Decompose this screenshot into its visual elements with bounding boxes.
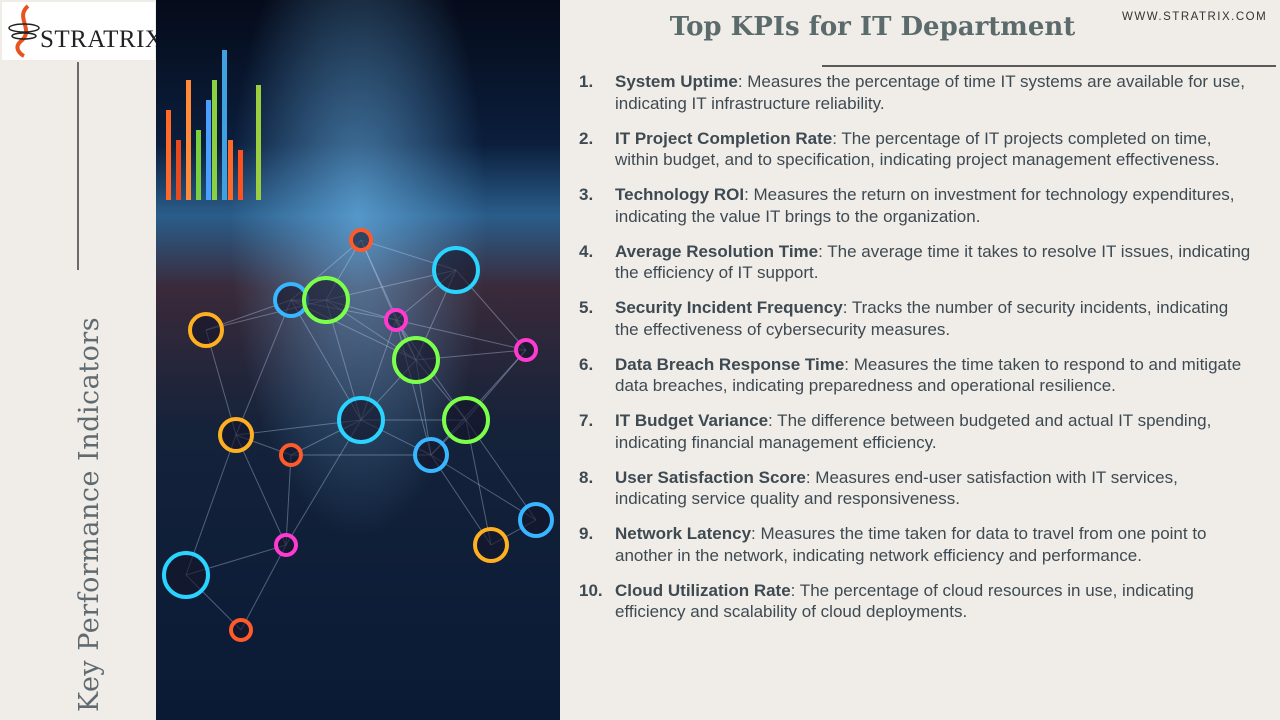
skyline-bar (256, 85, 261, 200)
kpi-item: 7. IT Budget Variance: The difference bet… (579, 410, 1254, 453)
kpi-term: IT Budget Variance (615, 411, 769, 430)
kpi-description: : Measures the percentage of time IT sys… (615, 72, 1245, 113)
network-node (349, 228, 373, 252)
network-node (302, 276, 350, 324)
network-node (162, 551, 210, 599)
logo-swirl-icon (8, 4, 40, 58)
kpi-text: User Satisfaction Score: Measures end-us… (615, 467, 1254, 510)
kpi-number: 6. (579, 354, 594, 374)
kpi-term: User Satisfaction Score (615, 467, 806, 487)
kpi-item: 5. Security Incident Frequency: Tracks th… (579, 297, 1254, 340)
skyline-bar (222, 50, 227, 200)
kpi-text: Technology ROI: Measures the return on i… (615, 184, 1254, 227)
network-graphic (162, 50, 554, 642)
skyline-bar (206, 100, 211, 200)
network-link (360, 239, 397, 321)
network-link (285, 454, 292, 546)
network-node (188, 312, 224, 348)
kpi-term: Security Incident Frequency (615, 298, 843, 317)
skyline-bar (176, 140, 181, 200)
kpi-item: 3. Technology ROI: Measures the return on… (579, 184, 1254, 227)
network-link (240, 544, 287, 631)
skyline-bar (196, 130, 201, 200)
network-node (432, 246, 480, 294)
kpi-description: : Measures the return on investment for … (615, 185, 1235, 226)
kpi-term: System Uptime (615, 72, 738, 91)
kpi-item: 4. Average Resolution Time: The average t… (579, 241, 1254, 284)
skyline-bar (166, 110, 171, 200)
network-node (337, 396, 385, 444)
kpi-term: Technology ROI (615, 185, 745, 204)
network-link (430, 454, 537, 521)
kpi-number: 2. (579, 128, 594, 148)
kpi-number: 10. (579, 580, 603, 600)
kpi-text: IT Budget Variance: The difference betwe… (615, 410, 1254, 453)
network-node (413, 437, 449, 473)
network-node (384, 308, 408, 332)
network-link (205, 329, 237, 436)
network-link (395, 319, 527, 351)
website-url[interactable]: WWW.STRATRIX.COM (1122, 11, 1268, 23)
kpi-item: 6. Data Breach Response Time: Measures th… (579, 354, 1254, 397)
kpi-text: Security Incident Frequency: Tracks the … (615, 297, 1254, 340)
kpi-item: 9. Network Latency: Measures the time tak… (579, 523, 1254, 566)
network-illustration (156, 0, 560, 720)
kpi-list: 1. System Uptime: Measures the percentage… (579, 71, 1254, 636)
kpi-number: 8. (579, 467, 594, 487)
network-node (442, 396, 490, 444)
kpi-description: : Measures the time taken for data to tr… (615, 524, 1207, 565)
network-node (473, 527, 509, 563)
kpi-text: IT Project Completion Rate: The percenta… (615, 128, 1254, 171)
kpi-item: 2. IT Project Completion Rate: The percen… (579, 128, 1254, 171)
kpi-item: 8. User Satisfaction Score: Measures end-… (579, 467, 1254, 510)
kpi-term: Cloud Utilization Rate (615, 580, 791, 600)
kpi-description: : The percentage of IT projects complete… (615, 128, 1220, 170)
logo-text: STRATRIX (40, 26, 164, 53)
kpi-number: 1. (579, 72, 594, 91)
kpi-description: : The percentage of cloud resources in u… (615, 580, 1194, 622)
network-link (185, 434, 237, 576)
kpi-number: 3. (579, 185, 594, 204)
kpi-text: Network Latency: Measures the time taken… (615, 523, 1254, 566)
kpi-description: : Measures end-user satisfaction with IT… (615, 467, 1178, 509)
sidebar-title: Key Performance Indicators (74, 316, 105, 712)
network-node (274, 533, 298, 557)
kpi-text: System Uptime: Measures the percentage o… (615, 71, 1254, 114)
kpi-item: 10. Cloud Utilization Rate: The percentag… (579, 580, 1254, 623)
kpi-number: 4. (579, 241, 594, 261)
network-node (218, 417, 254, 453)
kpi-description: : Measures the time taken to respond to … (615, 354, 1242, 396)
kpi-description: : The average time it takes to resolve I… (615, 241, 1251, 283)
kpi-text: Cloud Utilization Rate: The percentage o… (615, 580, 1254, 623)
page-title: Top KPIs for IT Department (669, 12, 1076, 42)
kpi-text: Average Resolution Time: The average tim… (615, 241, 1254, 284)
skyline-bar (212, 80, 217, 200)
kpi-description: : The difference between budgeted and ac… (615, 411, 1212, 452)
kpi-text: Data Breach Response Time: Measures the … (615, 354, 1254, 397)
network-node (279, 443, 303, 467)
kpi-description: : Tracks the number of security incident… (615, 298, 1229, 339)
sidebar-divider (77, 62, 79, 270)
network-node (518, 502, 554, 538)
kpi-number: 9. (579, 524, 594, 543)
title-divider (822, 65, 1276, 67)
stratrix-logo: STRATRIX (2, 2, 163, 60)
skyline-bar (238, 150, 243, 200)
kpi-item: 1. System Uptime: Measures the percentage… (579, 71, 1254, 114)
network-node (514, 338, 538, 362)
kpi-number: 5. (579, 298, 594, 317)
kpi-number: 7. (579, 411, 594, 430)
network-node (229, 618, 253, 642)
kpi-term: IT Project Completion Rate (615, 128, 833, 148)
network-link (285, 419, 362, 546)
skyline-bar (228, 140, 233, 200)
kpi-term: Network Latency (615, 524, 752, 543)
network-link (430, 454, 492, 546)
network-link (235, 299, 292, 436)
kpi-term: Data Breach Response Time (615, 354, 845, 374)
network-link (235, 434, 287, 546)
network-node (392, 336, 440, 384)
kpi-term: Average Resolution Time (615, 241, 819, 261)
skyline-bar (186, 80, 191, 200)
